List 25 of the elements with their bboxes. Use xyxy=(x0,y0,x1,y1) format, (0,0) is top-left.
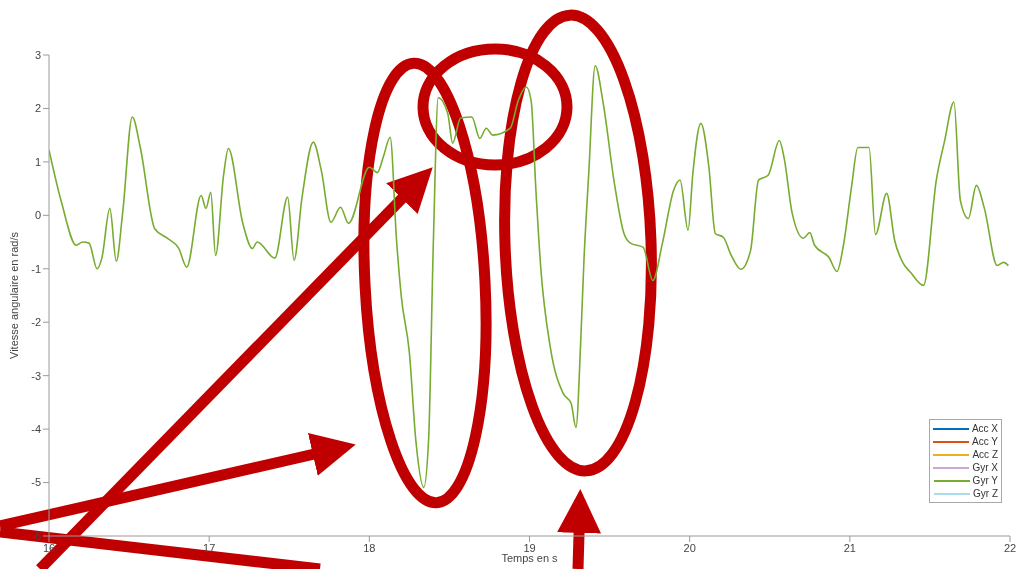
legend-label: Gyr X xyxy=(972,461,998,474)
x-tick-label: 16 xyxy=(42,541,56,554)
x-tick-label: 21 xyxy=(843,541,856,554)
x-tick-label: 18 xyxy=(363,541,376,554)
legend-label: Gyr Z xyxy=(973,487,998,500)
y-axis-title: Vitesse angulaire en rad/s xyxy=(7,231,20,359)
y-tick-label: -5 xyxy=(31,476,41,489)
legend-label: Acc Y xyxy=(972,435,998,448)
y-tick-label: 0 xyxy=(34,209,41,222)
y-tick-label: -6 xyxy=(31,529,41,542)
x-axis-title: Temps en s xyxy=(501,552,559,564)
x-tick-label: 19 xyxy=(523,541,536,554)
legend-label: Acc X xyxy=(971,422,998,435)
legend-label: Gyr Y xyxy=(972,474,998,487)
y-tick-label: -3 xyxy=(31,369,41,382)
y-tick-label: 2 xyxy=(34,102,41,115)
x-tick-label: 22 xyxy=(1003,541,1017,554)
y-tick-label: 3 xyxy=(34,48,41,61)
x-tick-label: 17 xyxy=(203,541,216,554)
legend-label: Acc Z xyxy=(972,448,998,461)
x-tick-label: 20 xyxy=(683,541,696,554)
y-tick-label: -4 xyxy=(31,423,41,436)
y-tick-label: -2 xyxy=(31,316,41,329)
y-tick-label: -1 xyxy=(31,262,41,275)
y-tick-label: 1 xyxy=(34,155,41,168)
